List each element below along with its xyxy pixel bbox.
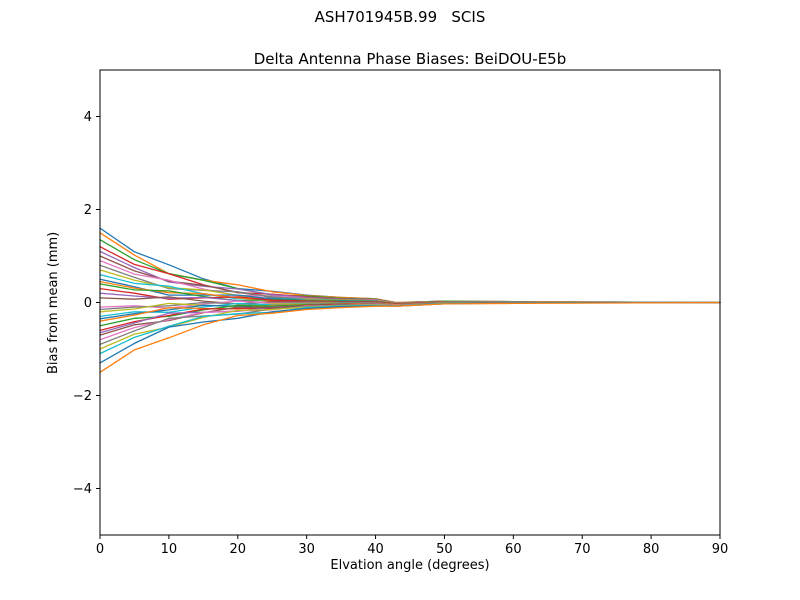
series-line bbox=[99, 301, 721, 350]
y-tick-label: 4 bbox=[84, 110, 92, 125]
series-line bbox=[99, 301, 721, 373]
x-tick-label: 70 bbox=[574, 542, 591, 557]
y-axis-label: Bias from mean (mm) bbox=[46, 231, 61, 374]
y-tick-label: −4 bbox=[73, 482, 92, 497]
series-line bbox=[99, 255, 721, 305]
x-tick-label: 80 bbox=[643, 542, 660, 557]
x-axis-label: Elvation angle (degrees) bbox=[330, 558, 490, 573]
x-tick-label: 40 bbox=[367, 542, 384, 557]
x-tick-label: 90 bbox=[712, 542, 729, 557]
x-tick-label: 60 bbox=[505, 542, 522, 557]
x-tick-label: 0 bbox=[96, 542, 104, 557]
x-tick-label: 30 bbox=[298, 542, 315, 557]
x-tick-label: 20 bbox=[230, 542, 247, 557]
y-tick-label: −2 bbox=[73, 389, 92, 404]
y-tick-label: 0 bbox=[84, 296, 92, 311]
y-tick-label: 2 bbox=[84, 203, 92, 218]
figure-suptitle: ASH701945B.99 SCIS bbox=[314, 8, 486, 26]
x-tick-label: 50 bbox=[436, 542, 453, 557]
axes-title: Delta Antenna Phase Biases: BeiDOU-E5b bbox=[253, 50, 567, 68]
x-tick-label: 10 bbox=[161, 542, 178, 557]
